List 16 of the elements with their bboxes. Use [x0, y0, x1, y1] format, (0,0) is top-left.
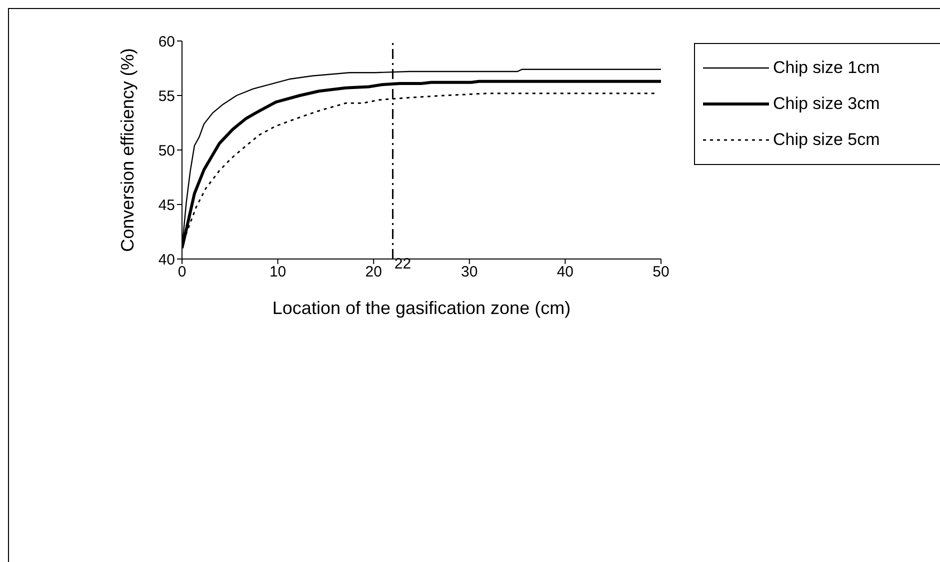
y-tick-label: 40: [158, 251, 175, 268]
x-tick-label: 10: [269, 264, 286, 281]
y-tick-label: 45: [158, 196, 175, 214]
y-tick-label: 60: [158, 33, 175, 50]
y-tick-label: 55: [158, 88, 175, 105]
legend-label: Chip size 3cm: [773, 94, 880, 114]
legend-label: Chip size 5cm: [773, 130, 880, 150]
x-tick-label: 50: [652, 264, 670, 281]
x-axis-title: Location of the gasification zone (cm): [272, 298, 571, 318]
x-tick-label: 0: [178, 264, 186, 281]
x-tick-label: 20: [365, 264, 382, 281]
x-tick-label: 40: [556, 264, 574, 281]
legend-label: Chip size 1cm: [773, 58, 880, 78]
y-axis-title: Conversion efficiency (%): [117, 48, 138, 252]
y-tick-label: 50: [158, 142, 175, 160]
x-tick-label: 30: [461, 264, 478, 281]
